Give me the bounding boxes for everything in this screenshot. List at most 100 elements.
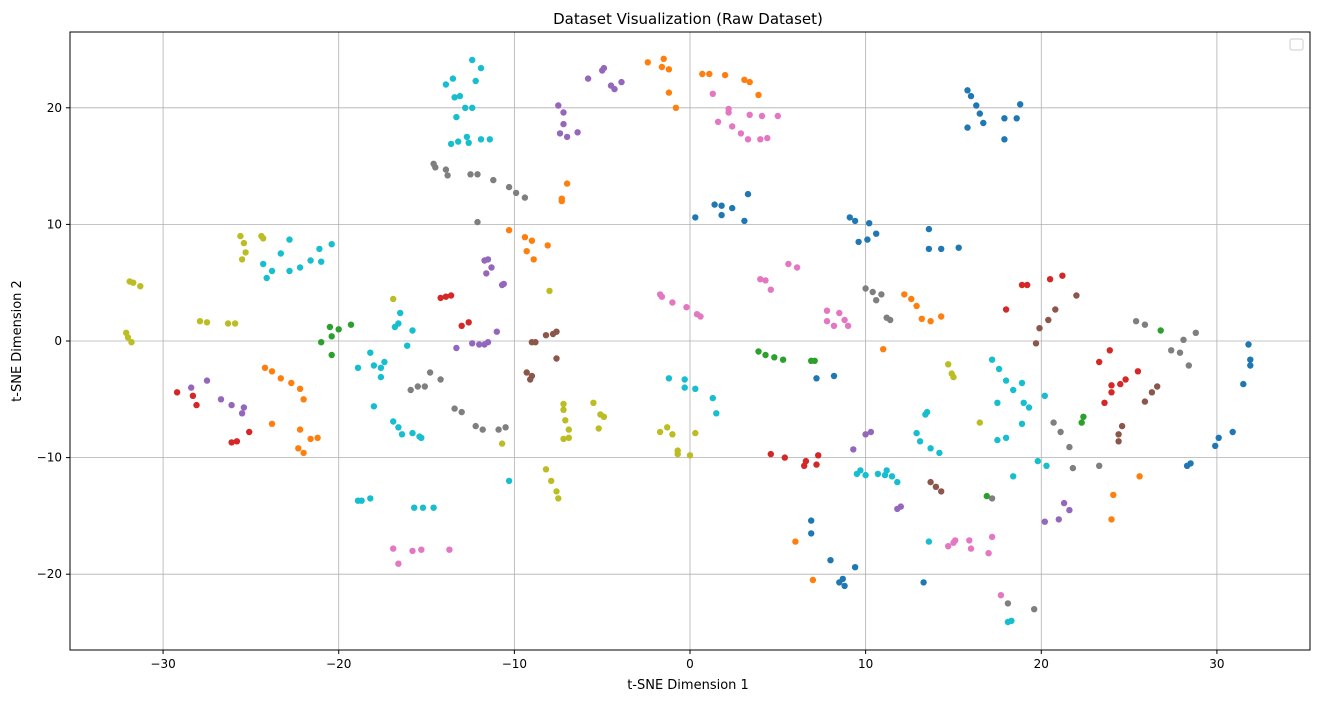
scatter-point	[1148, 389, 1156, 396]
scatter-point	[692, 385, 699, 392]
scatter-point	[955, 244, 962, 251]
scatter-point	[409, 547, 416, 555]
scatter-point	[1043, 462, 1050, 469]
scatter-point	[474, 171, 481, 178]
scatter-point	[469, 104, 476, 112]
scatter-point	[1060, 499, 1068, 507]
scatter-point	[565, 434, 572, 441]
scatter-point	[296, 385, 304, 392]
scatter-point	[1078, 419, 1085, 426]
scatter-point	[228, 401, 235, 409]
scatter-point	[390, 418, 397, 425]
scatter-point	[1041, 518, 1049, 525]
scatter-point	[469, 340, 476, 347]
scatter-point	[203, 319, 211, 326]
scatter-point	[950, 373, 957, 381]
scatter-point	[1050, 419, 1057, 426]
scatter-point	[286, 267, 293, 275]
y-axis-label: t-SNE Dimension 2	[10, 280, 25, 402]
scatter-point	[426, 369, 434, 376]
y-tick-label: −10	[37, 451, 62, 465]
scatter-point	[674, 450, 681, 458]
scatter-point	[1045, 316, 1052, 324]
scatter-point	[869, 288, 876, 296]
scatter-point	[296, 426, 304, 433]
y-axis-ticks: −20 −10 0 10 20	[37, 101, 70, 581]
scatter-point	[1247, 362, 1254, 369]
scatter-point	[1034, 457, 1042, 465]
scatter-point	[813, 461, 820, 468]
scatter-point	[456, 92, 464, 100]
scatter-point	[328, 333, 335, 340]
scatter-point	[967, 545, 975, 552]
scatter-point	[894, 505, 901, 513]
scatter-point	[665, 89, 673, 96]
scatter-point	[927, 318, 934, 325]
scatter-point	[397, 309, 404, 317]
scatter-point	[553, 328, 560, 335]
scatter-point	[815, 452, 822, 459]
scatter-point	[887, 316, 894, 324]
scatter-point	[404, 342, 411, 349]
scatter-point	[483, 270, 490, 277]
scatter-point	[718, 202, 725, 209]
scatter-point	[246, 428, 253, 436]
scatter-point	[469, 56, 476, 64]
scatter-point	[1141, 398, 1149, 405]
scatter-point	[447, 140, 455, 148]
scatter-point	[505, 227, 513, 234]
scatter-point	[681, 376, 688, 383]
scatter-point	[774, 112, 781, 120]
scatter-point	[124, 334, 132, 341]
scatter-point	[137, 283, 144, 290]
scatter-point	[851, 217, 859, 225]
scatter-point	[1110, 491, 1117, 499]
scatter-point	[1002, 377, 1010, 384]
scatter-point	[966, 537, 973, 544]
scatter-point	[358, 497, 365, 504]
scatter-point	[377, 373, 385, 381]
scatter-point	[1002, 306, 1010, 313]
scatter-point	[1057, 428, 1064, 436]
scatter-point	[692, 214, 699, 221]
scatter-point	[862, 431, 869, 438]
scatter-point	[823, 318, 831, 325]
scatter-point	[377, 364, 385, 371]
scatter-point	[595, 425, 602, 432]
scatter-point	[600, 64, 608, 72]
scatter-point	[983, 492, 990, 500]
scatter-point	[418, 434, 425, 441]
scatter-point	[918, 315, 925, 322]
scatter-point	[713, 410, 720, 417]
scatter-point	[370, 362, 378, 369]
scatter-point	[555, 495, 562, 502]
scatter-point	[462, 104, 469, 112]
scatter-point	[455, 138, 462, 145]
scatter-point	[880, 346, 887, 353]
scatter-point	[699, 70, 706, 78]
scatter-point	[458, 322, 465, 329]
scatter-point	[395, 320, 402, 327]
y-tick-label: 20	[47, 101, 62, 115]
scatter-point	[936, 449, 943, 457]
scatter-point	[224, 320, 232, 327]
scatter-point	[476, 341, 483, 348]
scatter-point	[486, 136, 493, 143]
scatter-point	[830, 372, 838, 380]
scatter-point	[446, 546, 453, 553]
scatter-point	[463, 133, 471, 141]
scatter-point	[544, 242, 551, 249]
scatter-point	[242, 249, 249, 256]
scatter-point	[757, 136, 764, 143]
scatter-point	[681, 384, 688, 391]
scatter-point	[808, 517, 815, 524]
scatter-point	[1031, 606, 1038, 613]
scatter-point	[261, 364, 269, 371]
scatter-point	[381, 358, 388, 366]
scatter-point	[196, 318, 204, 325]
scatter-point	[927, 445, 934, 452]
scatter-point	[411, 504, 418, 511]
scatter-point	[894, 478, 901, 486]
scatter-point	[927, 478, 934, 486]
